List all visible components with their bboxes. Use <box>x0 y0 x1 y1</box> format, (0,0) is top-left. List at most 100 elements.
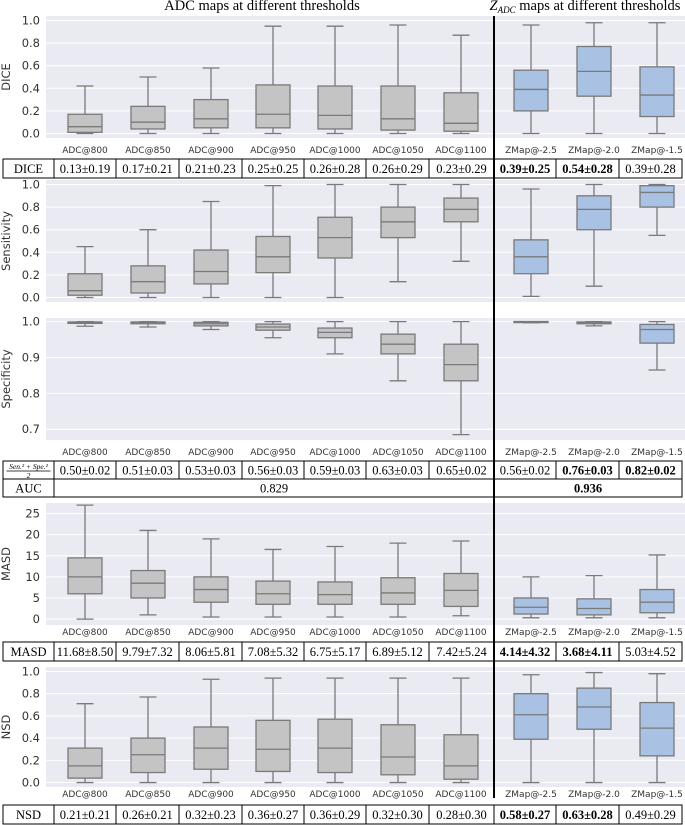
table-cell: 0.76±0.03 <box>562 464 613 478</box>
table-cell: 0.51±0.03 <box>122 464 173 478</box>
panel-dice: 0.0 0.2 0.4 0.6 0.8 1.0 DICE ADC@800 ADC@850 ADC@… <box>0 14 685 156</box>
auc-adc-value: 0.829 <box>260 482 288 496</box>
box-ADC@800 <box>67 85 103 135</box>
table-cell: 8.06±5.81 <box>185 645 236 659</box>
table-cell: 0.26±0.21 <box>122 808 173 822</box>
x-tick-label: ADC@1000 <box>309 790 361 800</box>
x-tick-label: ADC@1000 <box>309 146 361 156</box>
box-ADC@1100 <box>443 320 479 436</box>
y-tick-label: 0.0 <box>22 290 40 304</box>
x-tick-label: ZMap@-1.5 <box>631 790 683 800</box>
box-iqr <box>67 557 103 595</box>
box-ZMap@-2.5 <box>513 674 549 784</box>
x-tick-label: ADC@850 <box>125 146 171 156</box>
box-ZMap@-2.0 <box>576 22 612 135</box>
box-iqr <box>380 85 416 131</box>
plot-background <box>46 318 685 440</box>
table-cell: 0.39±0.25 <box>500 162 551 176</box>
box-item-0 <box>67 245 103 299</box>
box-iqr <box>639 588 675 614</box>
right-title: ZADC maps at different thresholds <box>490 0 681 15</box>
box-iqr <box>576 195 612 231</box>
table-cell: 0.21±0.21 <box>60 808 111 822</box>
x-tick-label: ZMap@-2.0 <box>568 146 620 156</box>
box-iqr <box>255 580 291 605</box>
y-axis-label: Specificity <box>0 349 13 408</box>
box-iqr <box>193 98 229 129</box>
box-ADC@900 <box>193 67 229 135</box>
x-tick-label: ADC@1000 <box>309 448 361 458</box>
panel-specificity: 0.7 0.8 0.9 1.0 Specificity ADC@800 ADC@850 ADC… <box>0 315 685 458</box>
y-tick-label: 0.8 <box>22 386 40 400</box>
box-ADC@900 <box>193 320 229 331</box>
table-cell: 0.36±0.27 <box>248 808 299 822</box>
table-cell: 5.03±4.52 <box>625 645 676 659</box>
box-iqr <box>380 577 416 605</box>
box-item-6 <box>443 183 479 262</box>
x-tick-label: ZMap@-1.5 <box>631 448 683 458</box>
box-ADC@800 <box>67 703 103 784</box>
table-frame <box>2 158 683 179</box>
table-frame <box>2 478 683 498</box>
table-row-label: DICE <box>14 162 44 176</box>
box-ADC@850 <box>130 76 166 135</box>
y-tick-label: 1.0 <box>22 178 40 192</box>
x-tick-label: ADC@900 <box>188 448 234 458</box>
table-cell: 0.25±0.25 <box>248 162 299 176</box>
table-cell: 0.28±0.30 <box>436 808 487 822</box>
table-cell: 0.23±0.29 <box>436 162 487 176</box>
table-cell: 0.17±0.21 <box>122 162 173 176</box>
table-row-label-denominator: 2 <box>27 471 31 480</box>
table-cell: 6.89±5.12 <box>372 645 423 659</box>
x-tick-label: ZMap@-2.0 <box>568 448 620 458</box>
box-item-3 <box>255 184 291 299</box>
box-ADC@1000 <box>317 545 353 618</box>
table-cell: 0.53±0.03 <box>185 464 236 478</box>
box-item-5 <box>380 183 416 283</box>
x-tick-label: ADC@900 <box>188 146 234 156</box>
box-item-8 <box>576 183 612 287</box>
y-tick-label: 1.0 <box>22 664 40 678</box>
box-ADC@1050 <box>380 542 416 618</box>
x-tick-label: ADC@1050 <box>372 146 424 156</box>
y-axis-label: NSD <box>0 714 13 739</box>
box-ZMap@-2.5 <box>513 320 549 324</box>
y-tick-label: 0.2 <box>22 104 40 118</box>
x-tick-label: ADC@1050 <box>372 628 424 638</box>
box-ZMap@-2.5 <box>513 24 549 135</box>
box-iqr <box>639 323 675 344</box>
box-iqr <box>130 569 166 599</box>
x-tick-label: ADC@850 <box>125 790 171 800</box>
box-iqr <box>317 581 353 605</box>
box-ADC@850 <box>130 320 166 328</box>
box-iqr <box>255 84 291 129</box>
box-ZMap@-2.0 <box>576 320 612 327</box>
metric-tables: DICE 0.13±0.19 0.17±0.21 0.21±0.23 0.25±0.25… <box>2 158 683 825</box>
box-ADC@900 <box>193 538 229 618</box>
y-tick-label: 0.4 <box>22 245 40 259</box>
box-ADC@850 <box>130 529 166 616</box>
x-tick-label: ZMap@-2.0 <box>568 628 620 638</box>
box-iqr <box>317 718 353 774</box>
box-iqr <box>193 249 229 285</box>
y-tick-label: 1.0 <box>22 14 40 28</box>
x-tick-label: ADC@950 <box>250 448 296 458</box>
box-iqr <box>67 113 103 134</box>
x-tick-label: ZMap@-1.5 <box>631 146 683 156</box>
y-tick-label: 10 <box>25 570 40 584</box>
table-cell: 0.58±0.27 <box>500 808 551 822</box>
table-dice: DICE 0.13±0.19 0.17±0.21 0.21±0.23 0.25±0.25… <box>2 158 683 179</box>
panel-sensitivity: 0.0 0.2 0.4 0.6 0.8 1.0 Sensitivity <box>0 178 685 304</box>
x-tick-label: ADC@950 <box>250 628 296 638</box>
y-axis-label: DICE <box>0 63 13 91</box>
box-item-2 <box>193 200 229 299</box>
table-frame <box>2 641 683 662</box>
box-ADC@1000 <box>317 320 353 355</box>
x-tick-label: ZMap@-2.5 <box>505 146 557 156</box>
y-tick-label: 1.0 <box>22 315 40 329</box>
y-tick-label: 0.9 <box>22 350 40 364</box>
y-tick-label: 15 <box>25 549 40 563</box>
box-ZMap@-2.0 <box>576 574 612 619</box>
y-axis-label: Sensitivity <box>0 211 13 271</box>
x-tick-label: ADC@1100 <box>435 448 487 458</box>
